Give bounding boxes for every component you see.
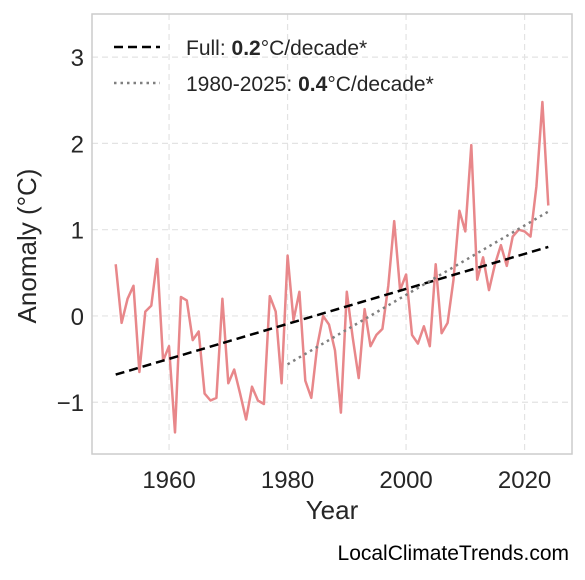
legend-recent-prefix: 1980-2025: <box>186 73 298 96</box>
legend-recent-rate: 0.4 <box>298 73 328 96</box>
anomaly-series-line <box>114 100 550 434</box>
plot-frame <box>91 13 573 455</box>
tick-labels: 1960 1980 2000 2020 3 2 1 0 −1 <box>57 45 552 494</box>
site-credit: LocalClimateTrends.com <box>337 542 569 565</box>
recent-trend-line <box>286 210 549 366</box>
legend-recent-suffix: °C/decade* <box>327 73 433 96</box>
x-tick-label: 1980 <box>261 467 314 494</box>
full-trend-line <box>115 245 549 376</box>
x-tick-label: 2020 <box>498 467 551 494</box>
legend-label-recent: 1980-2025: 0.4°C/decade* <box>186 73 434 96</box>
grid <box>92 14 572 454</box>
legend: Full: 0.2°C/decade* 1980-2025: 0.4°C/dec… <box>114 37 434 96</box>
y-tick-label: −1 <box>57 390 84 417</box>
legend-full-rate: 0.2 <box>232 37 261 60</box>
y-tick-label: 0 <box>71 304 84 331</box>
x-tick-label: 1960 <box>142 467 195 494</box>
legend-full-suffix: °C/decade* <box>261 37 367 60</box>
x-axis-label: Year <box>306 495 359 525</box>
y-tick-label: 3 <box>71 45 84 72</box>
y-axis-label: Anomaly (°C) <box>12 169 42 324</box>
y-tick-label: 2 <box>71 131 84 158</box>
legend-full-prefix: Full: <box>186 37 232 60</box>
y-tick-label: 1 <box>71 218 84 245</box>
x-tick-label: 2000 <box>379 467 432 494</box>
series-layer <box>114 100 550 434</box>
legend-label-full: Full: 0.2°C/decade* <box>186 37 367 60</box>
